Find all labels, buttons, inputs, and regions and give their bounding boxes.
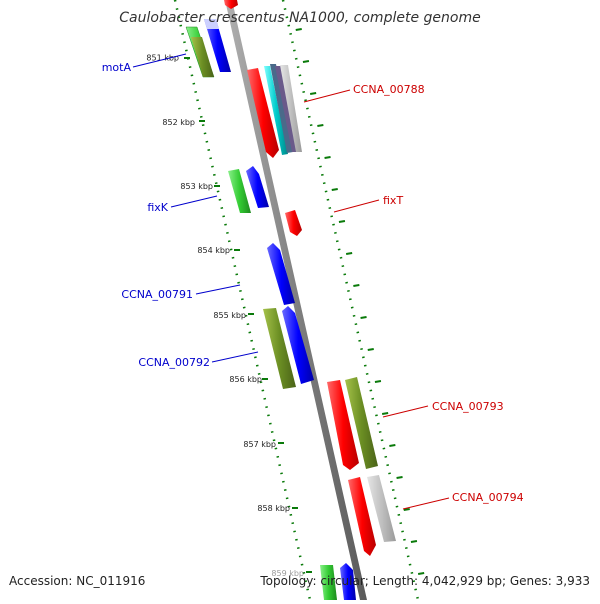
gene-feature-fixK-orf[interactable] [228, 169, 251, 213]
gene-label-CCNA_00794[interactable]: CCNA_00794 [452, 491, 524, 504]
scale-dotted-line-inner [173, 0, 312, 601]
gene-label-fixT[interactable]: fixT [383, 194, 403, 207]
gene-label-CCNA_00793[interactable]: CCNA_00793 [432, 400, 504, 413]
gene-label-CCNA_00788[interactable]: CCNA_00788 [353, 83, 425, 96]
callout-line [132, 53, 187, 68]
scale-dotted-line-outer [281, 0, 420, 601]
scale-dash [309, 92, 317, 95]
scale-dash [345, 252, 353, 255]
scale-ticks: 851 kbp 852 kbp 853 kbp 854 kbp 855 kbp … [146, 54, 312, 578]
scale-dash [338, 220, 346, 223]
scale-dash [389, 444, 396, 447]
scale-dash [367, 348, 374, 351]
scale-dash [381, 412, 389, 415]
tick-label-856: 856 kbp [229, 375, 262, 384]
scale-dash [331, 188, 338, 191]
gene-feature-CCNA_00792[interactable] [282, 306, 314, 384]
gene-label-fixK[interactable]: fixK [147, 201, 168, 214]
feature-track-right [224, 0, 396, 556]
gene-feature-CCNA_00793[interactable] [327, 380, 359, 470]
callout-line [211, 351, 259, 363]
gene-feature-CCNA_00794[interactable] [348, 477, 376, 556]
gene-feature-CCNA_00788-gc[interactable] [264, 66, 288, 155]
callout-line [195, 284, 241, 295]
gene-feature-motA-blast[interactable] [191, 37, 214, 77]
gene-feature-bottom-cds[interactable] [340, 563, 356, 600]
scale-dash [295, 28, 302, 31]
tick-label-857: 857 kbp [243, 440, 276, 449]
gene-feature-CCNA_00788-blast-a[interactable] [270, 64, 293, 153]
gene-feature-CCNA_00788[interactable] [247, 68, 279, 158]
gene-feature-motA-blast-light [204, 19, 219, 29]
scale-dash [324, 156, 331, 159]
gene-feature-bottom-orf[interactable] [320, 565, 337, 600]
scale-dash [302, 60, 310, 63]
outer-scale-dashes [295, 28, 425, 575]
gene-feature-CCNA_00791[interactable] [267, 243, 295, 305]
callout-line [333, 199, 380, 213]
gene-feature-CCNA_00792-blast[interactable] [263, 308, 296, 389]
scale-dash [410, 540, 418, 543]
tick-label-853: 853 kbp [180, 182, 213, 191]
gene-feature-CCNA_00788-blast-c[interactable] [280, 65, 302, 152]
gene-labels-right: CCNA_00788 fixT CCNA_00793 CCNA_00794 [303, 83, 524, 510]
tick-label-858: 858 kbp [257, 504, 290, 513]
accession-label: Accession: NC_011916 [9, 574, 146, 588]
gene-feature-motA[interactable] [204, 19, 231, 72]
gene-feature-top-cds[interactable] [224, 0, 238, 9]
gene-label-motA[interactable]: motA [102, 61, 132, 74]
genome-summary-label: Topology: circular; Length: 4,042,929 bp… [260, 574, 590, 588]
scale-dash [360, 316, 367, 319]
scale-dash [403, 508, 410, 511]
tick-label-859: 859 kbp [271, 569, 304, 578]
tick-label-852: 852 kbp [162, 118, 195, 127]
gene-label-CCNA_00792[interactable]: CCNA_00792 [138, 356, 210, 369]
tick-label-855: 855 kbp [213, 311, 246, 320]
callout-line [170, 195, 218, 208]
gene-label-CCNA_00791[interactable]: CCNA_00791 [121, 288, 193, 301]
callout-line [382, 405, 429, 418]
scale-dash [374, 380, 382, 383]
tick-label-854: 854 kbp [197, 246, 230, 255]
callout-line [303, 89, 351, 103]
scale-dash [317, 124, 324, 127]
tick-label-851: 851 kbp [146, 54, 179, 63]
feature-track-left [185, 19, 356, 600]
gene-feature-fixT[interactable] [285, 210, 302, 236]
callout-line [402, 497, 450, 510]
scale-dash [396, 476, 403, 479]
gene-feature-CCNA_00794-blast[interactable] [367, 475, 396, 542]
genome-backbone [225, 0, 367, 600]
gene-labels-left: motA fixK CCNA_00791 CCNA_00792 [102, 53, 259, 369]
gene-feature-fixK[interactable] [246, 166, 269, 208]
scale-dash [353, 284, 360, 287]
scale-dash [417, 572, 425, 575]
gene-feature-CCNA_00793-blast[interactable] [345, 377, 378, 469]
map-title: Caulobacter crescentus NA1000, complete … [119, 10, 481, 26]
